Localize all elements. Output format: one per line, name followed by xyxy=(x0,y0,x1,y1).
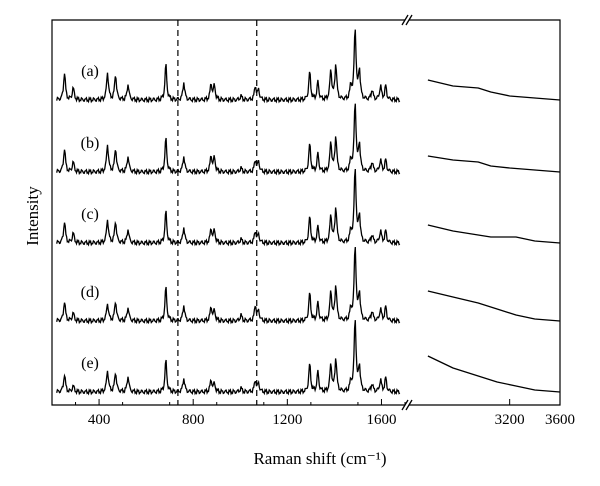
spectrum-high-wavenumber xyxy=(427,224,561,244)
axis-break-slash xyxy=(401,14,409,26)
x-tick-label: 1600 xyxy=(366,412,396,428)
spectrum-high-wavenumber xyxy=(427,290,561,322)
axis-break-marks xyxy=(401,14,413,411)
x-axis-title: Raman shift (cm⁻¹) xyxy=(253,449,386,468)
spectra-traces xyxy=(56,29,561,396)
x-axis-ticks: 400 800 1200 1600 3200 3600 xyxy=(75,399,575,428)
plot-frame-left-segment xyxy=(51,19,405,406)
trace-label: (d) xyxy=(81,284,100,301)
frame-left xyxy=(51,19,405,406)
y-axis-title: Intensity xyxy=(23,186,42,246)
spectrum-low-wavenumber xyxy=(56,246,401,325)
trace-label: (a) xyxy=(81,63,99,80)
axis-break-slash xyxy=(401,399,409,411)
reference-lines xyxy=(177,20,258,405)
spectrum-high-wavenumber xyxy=(427,79,561,101)
axis-break-gap xyxy=(405,399,409,411)
spectrum-low-wavenumber xyxy=(56,320,401,396)
trace-label: (c) xyxy=(81,206,99,223)
frame-right xyxy=(409,19,561,406)
trace-labels: (a) (b) (c) (d) (e) xyxy=(81,63,100,372)
x-tick-label: 400 xyxy=(88,412,111,428)
x-tick-label: 1200 xyxy=(272,412,302,428)
plot-frame-right-segment xyxy=(409,19,561,406)
trace-label: (e) xyxy=(81,355,99,372)
spectrum-low-wavenumber xyxy=(56,103,401,176)
x-tick-label: 3600 xyxy=(545,412,575,428)
axis-break-gap xyxy=(405,14,409,26)
x-tick-label: 800 xyxy=(182,412,205,428)
spectrum-low-wavenumber xyxy=(56,29,401,104)
spectrum-high-wavenumber xyxy=(427,355,561,393)
spectrum-high-wavenumber xyxy=(427,155,561,173)
axis-break-slash xyxy=(405,399,413,411)
spectrum-low-wavenumber xyxy=(56,168,401,247)
x-tick-label: 3200 xyxy=(495,412,525,428)
axis-break-slash xyxy=(405,14,413,26)
trace-label: (b) xyxy=(81,135,100,152)
